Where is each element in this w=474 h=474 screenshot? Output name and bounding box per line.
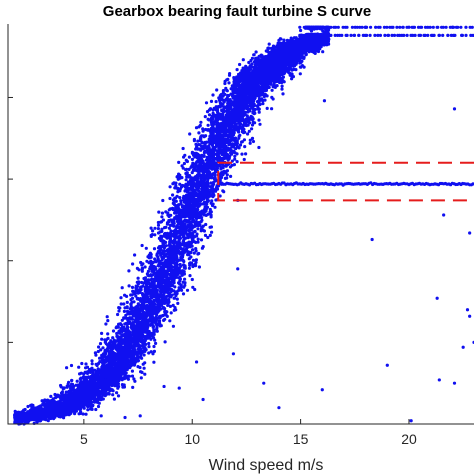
outlier-point <box>138 414 142 418</box>
outlier-point <box>262 381 266 385</box>
outlier-point <box>231 352 236 356</box>
outlier-point <box>442 213 446 217</box>
axis-spines <box>7 24 474 425</box>
outlier-point <box>435 296 439 300</box>
data-point <box>233 82 238 87</box>
outlier-point <box>370 237 374 242</box>
outlier-point <box>242 157 246 162</box>
outlier-point <box>162 384 166 389</box>
axes-layer: 5 10 15 20 <box>7 24 474 447</box>
x-tick-label: 15 <box>293 431 309 447</box>
data-point <box>299 28 303 33</box>
outlier-point <box>231 130 236 134</box>
outlier-point <box>84 412 88 416</box>
data-points-layer <box>13 25 474 426</box>
outlier-point <box>201 397 205 402</box>
outlier-point <box>177 386 181 390</box>
outlier-point <box>123 415 127 420</box>
curtailment-highlight-box <box>217 161 474 202</box>
outlier-point <box>468 231 472 235</box>
outlier-point <box>437 378 441 382</box>
data-point <box>190 170 194 175</box>
x-tick-label: 10 <box>184 431 200 447</box>
data-point <box>82 401 86 405</box>
outlier-point <box>409 419 413 423</box>
highlight-box-layer <box>217 161 474 202</box>
data-point <box>103 378 108 382</box>
power-curve-point-cloud <box>13 25 474 426</box>
x-tick-label: 5 <box>80 431 88 447</box>
chart-title: Gearbox bearing fault turbine S curve <box>103 3 371 20</box>
data-point <box>125 344 129 348</box>
outlier-point <box>468 314 472 318</box>
data-point <box>38 419 43 423</box>
data-point <box>320 25 324 29</box>
data-point <box>255 56 259 60</box>
outlier-point <box>461 345 465 349</box>
outlier-point <box>385 363 389 367</box>
outlier-point <box>452 107 457 111</box>
data-point <box>277 38 281 42</box>
outlier-point <box>277 406 281 410</box>
data-point <box>147 291 151 295</box>
data-point <box>212 120 216 124</box>
outlier-point <box>452 381 457 385</box>
outlier-point <box>99 414 103 418</box>
x-axis-label: Wind speed m/s <box>209 457 324 474</box>
data-point <box>168 231 173 235</box>
outlier-point <box>194 360 199 364</box>
outlier-point <box>320 388 324 392</box>
outlier-point <box>322 99 327 103</box>
x-tick-label: 20 <box>401 431 417 447</box>
outlier-point <box>465 308 470 312</box>
outlier-point <box>236 267 240 271</box>
data-point <box>450 25 454 29</box>
data-point <box>407 25 411 29</box>
data-point <box>60 412 64 416</box>
data-point <box>364 25 368 29</box>
